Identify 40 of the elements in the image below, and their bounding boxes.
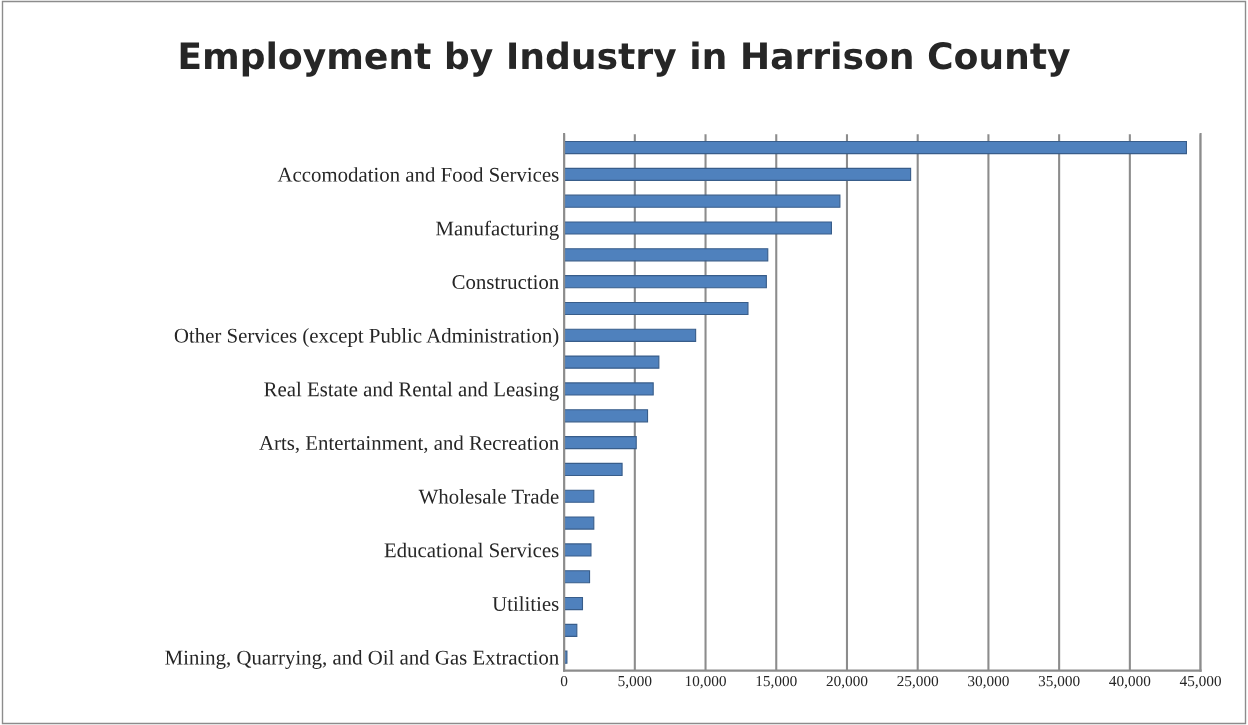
y-tick-label: Mining, Quarrying, and Oil and Gas Extraction <box>165 649 559 669</box>
y-tick-label: Other Services (except Public Administration) <box>174 328 559 347</box>
x-tick-label: 10,000 <box>685 675 726 689</box>
bar <box>564 382 654 396</box>
bar <box>564 489 595 503</box>
x-tick-label: 45,000 <box>1179 675 1221 689</box>
bar <box>564 167 912 181</box>
x-tick-label: 40,000 <box>1109 675 1151 689</box>
bar <box>564 596 584 611</box>
bar <box>564 140 1187 155</box>
y-tick-label: Construction <box>452 275 559 290</box>
x-tick-label: 5,000 <box>618 675 652 689</box>
bar <box>564 355 660 369</box>
y-tick-label: Arts, Entertainment, and Recreation <box>259 435 559 454</box>
bar <box>564 194 841 208</box>
bar <box>564 543 592 557</box>
bar <box>564 623 578 637</box>
y-tick-label: Manufacturing <box>436 220 559 240</box>
y-tick-label: Accomodation and Food Services <box>277 167 559 182</box>
bar <box>564 221 832 235</box>
y-tick-label: Wholesale Trade <box>418 489 559 504</box>
bar <box>564 516 595 530</box>
bar <box>564 248 769 262</box>
bar <box>564 328 697 342</box>
bar <box>564 436 637 450</box>
bar <box>564 275 767 289</box>
y-tick-label: Educational Services <box>384 542 559 558</box>
bar <box>564 409 649 423</box>
x-tick-label: 15,000 <box>756 675 797 689</box>
y-tick-label: Utilities <box>492 596 559 611</box>
x-tick-label: 20,000 <box>826 675 868 689</box>
x-tick-label: 35,000 <box>1038 675 1080 689</box>
x-tick-label: 25,000 <box>897 675 939 689</box>
y-tick-label: Real Estate and Rental and Leasing <box>264 381 559 401</box>
chart-title: Employment by Industry in Harrison County <box>180 41 1070 77</box>
bar <box>564 301 749 316</box>
bar <box>564 570 591 584</box>
x-tick-label: 0 <box>560 675 568 687</box>
x-tick-label: 30,000 <box>968 675 1009 689</box>
bar <box>564 462 623 477</box>
